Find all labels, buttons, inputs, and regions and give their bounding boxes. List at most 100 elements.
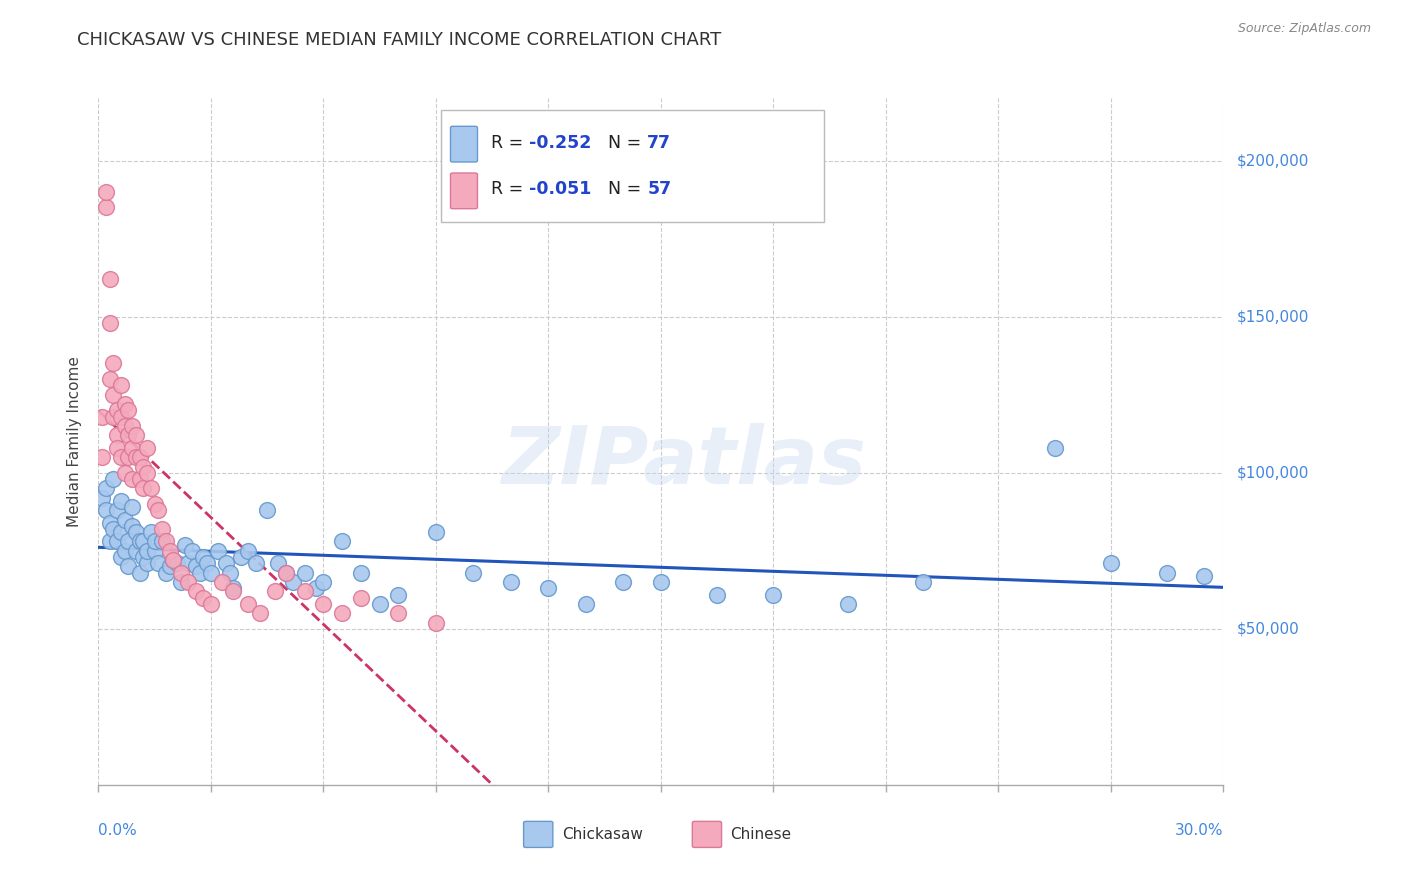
Text: -0.051: -0.051 xyxy=(529,180,592,198)
Point xyxy=(229,549,252,565)
Point xyxy=(294,566,316,580)
Text: Chinese: Chinese xyxy=(731,827,792,842)
Text: $200,000: $200,000 xyxy=(1237,153,1309,168)
Point xyxy=(132,459,155,474)
Point xyxy=(117,534,139,549)
Text: $150,000: $150,000 xyxy=(1237,310,1309,324)
Point xyxy=(103,522,125,536)
Point xyxy=(387,607,409,621)
Point xyxy=(499,574,522,589)
Text: N =: N = xyxy=(607,180,647,198)
Point xyxy=(136,466,159,480)
Point xyxy=(1043,441,1066,455)
Point xyxy=(177,557,200,571)
FancyBboxPatch shape xyxy=(450,127,478,162)
Text: Source: ZipAtlas.com: Source: ZipAtlas.com xyxy=(1237,22,1371,36)
Point xyxy=(105,534,128,549)
Point xyxy=(139,482,162,496)
Point xyxy=(200,597,222,611)
Point xyxy=(114,543,136,558)
Point xyxy=(207,543,229,558)
Point xyxy=(132,549,155,565)
Point xyxy=(274,566,297,580)
Point xyxy=(91,409,114,424)
Point xyxy=(117,403,139,417)
Point xyxy=(312,574,335,589)
Point xyxy=(121,441,143,455)
Point xyxy=(155,534,177,549)
Point xyxy=(263,584,285,599)
FancyBboxPatch shape xyxy=(523,822,553,847)
Text: 57: 57 xyxy=(647,180,672,198)
Point xyxy=(249,607,271,621)
Point xyxy=(148,503,170,517)
Text: $50,000: $50,000 xyxy=(1237,622,1301,636)
Point xyxy=(139,524,162,539)
Point xyxy=(222,584,245,599)
Point xyxy=(110,450,132,464)
Point xyxy=(105,403,128,417)
Point xyxy=(103,409,125,424)
Point xyxy=(330,607,353,621)
Point xyxy=(222,582,245,596)
Point xyxy=(125,543,148,558)
Point xyxy=(166,557,188,571)
Point xyxy=(162,553,184,567)
Point xyxy=(132,482,155,496)
Point xyxy=(117,559,139,574)
Point xyxy=(110,378,132,392)
Point xyxy=(170,566,193,580)
Point xyxy=(98,316,121,330)
Text: R =: R = xyxy=(491,134,529,152)
Point xyxy=(98,372,121,386)
Point xyxy=(193,549,215,565)
Point xyxy=(650,574,672,589)
Text: 0.0%: 0.0% xyxy=(98,822,138,838)
Point xyxy=(128,450,150,464)
Text: R =: R = xyxy=(491,180,529,198)
Point xyxy=(181,543,204,558)
Point xyxy=(537,582,560,596)
Point xyxy=(128,472,150,486)
Y-axis label: Median Family Income: Median Family Income xyxy=(67,356,83,527)
Point xyxy=(238,597,260,611)
Point xyxy=(294,584,316,599)
Point xyxy=(274,566,297,580)
Point xyxy=(159,559,181,574)
Point xyxy=(1194,569,1216,583)
Point xyxy=(350,566,373,580)
Point xyxy=(184,584,207,599)
Point xyxy=(463,566,485,580)
Point xyxy=(98,272,121,286)
Point xyxy=(162,553,184,567)
Point xyxy=(368,597,391,611)
Point xyxy=(98,534,121,549)
Point xyxy=(94,482,117,496)
Point xyxy=(117,450,139,464)
Point xyxy=(125,524,148,539)
Text: ZIPatlas: ZIPatlas xyxy=(501,423,866,501)
Point xyxy=(283,574,305,589)
Point xyxy=(136,441,159,455)
Point xyxy=(188,566,211,580)
Text: N =: N = xyxy=(607,134,647,152)
Point xyxy=(136,557,159,571)
Point xyxy=(193,591,215,605)
Point xyxy=(305,582,328,596)
Point xyxy=(350,591,373,605)
Point xyxy=(98,516,121,530)
Point xyxy=(425,615,447,630)
Point xyxy=(238,543,260,558)
Point xyxy=(195,557,218,571)
Point xyxy=(612,574,634,589)
Point xyxy=(245,557,267,571)
Point xyxy=(211,574,233,589)
Point xyxy=(121,472,143,486)
Point xyxy=(128,534,150,549)
Point xyxy=(105,503,128,517)
Point xyxy=(177,574,200,589)
Text: CHICKASAW VS CHINESE MEDIAN FAMILY INCOME CORRELATION CHART: CHICKASAW VS CHINESE MEDIAN FAMILY INCOM… xyxy=(77,31,721,49)
Point xyxy=(330,534,353,549)
Text: -0.252: -0.252 xyxy=(529,134,592,152)
Point xyxy=(91,491,114,505)
